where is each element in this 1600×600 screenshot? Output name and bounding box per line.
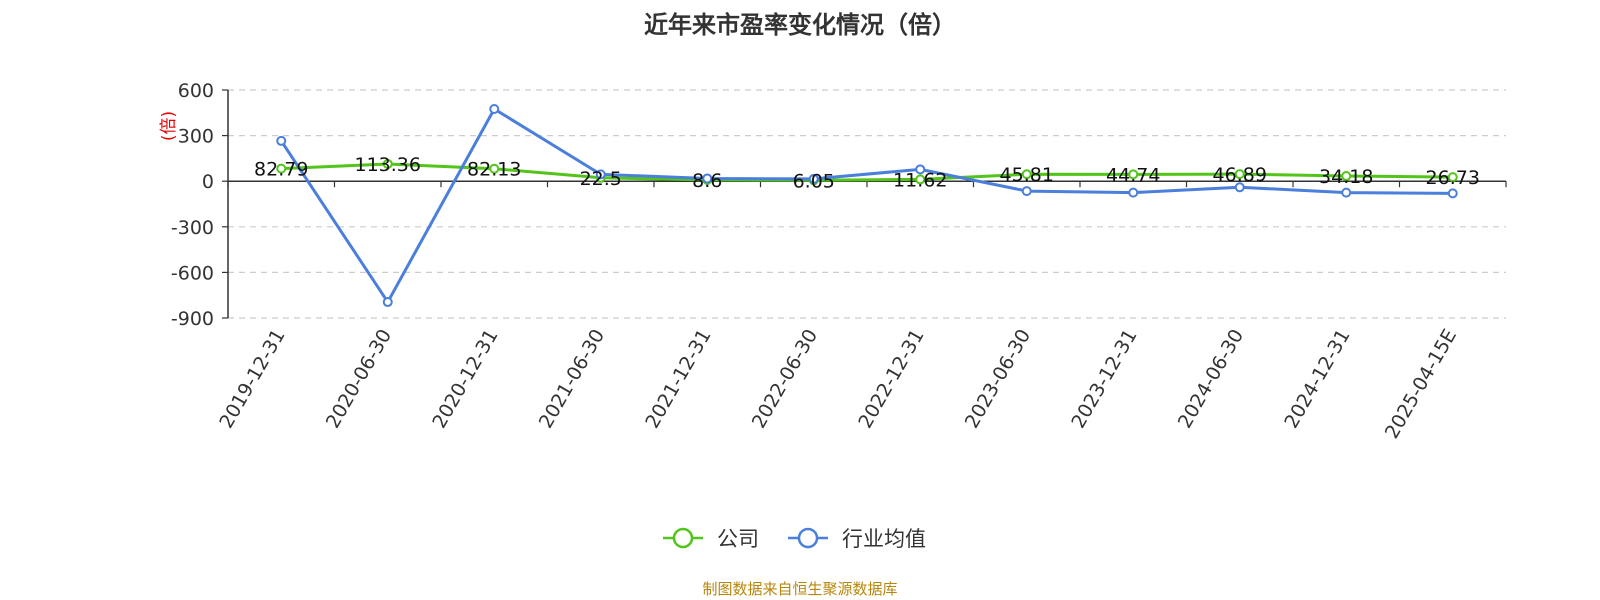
series-1-point <box>595 169 606 180</box>
series-0-point <box>489 163 500 174</box>
series-0-point <box>276 163 287 174</box>
series-1-point <box>1234 182 1245 193</box>
series-0-point <box>1447 172 1458 183</box>
y-tick-label: 300 <box>178 126 214 148</box>
series-1-point <box>808 173 819 184</box>
data-labels: 82.79 113.36 82.13 22.5 8.6 6.05 11.62 45.81 44.… <box>254 154 1480 192</box>
data-label: 11.62 <box>893 169 947 191</box>
series-lines <box>276 104 1458 308</box>
x-tick-label: 2019-12-31 <box>215 326 289 433</box>
data-label: 34.18 <box>1319 166 1373 188</box>
legend-item-company[interactable]: 公司 <box>663 527 759 551</box>
legend-label-industry: 行业均值 <box>842 527 926 551</box>
x-tick-label: 2020-06-30 <box>322 326 396 433</box>
series-0-point <box>382 158 393 169</box>
series-0-point <box>1234 169 1245 180</box>
data-label: 45.81 <box>1000 164 1054 186</box>
series-0-point <box>1021 169 1032 180</box>
data-label: 82.13 <box>467 159 521 181</box>
data-label: 46.89 <box>1213 164 1267 186</box>
source-note: 制图数据来自恒生聚源数据库 <box>702 580 897 598</box>
series-0-point <box>1341 171 1352 182</box>
data-label: 8.6 <box>692 170 722 192</box>
x-tick-label: 2021-06-30 <box>535 326 609 433</box>
legend-marker-industry <box>797 527 819 549</box>
legend-marker-company <box>672 527 694 549</box>
x-tick-label: 2020-12-31 <box>428 326 502 433</box>
series-line-1 <box>279 107 1455 304</box>
series-1-point <box>276 135 287 146</box>
y-tick-label: -600 <box>171 262 214 284</box>
x-tick-label: 2022-06-30 <box>748 326 822 433</box>
x-tick-label: 2023-06-30 <box>961 326 1035 433</box>
x-tick-label: 2022-12-31 <box>854 326 928 433</box>
series-1-point <box>1021 186 1032 197</box>
y-tick-label: -300 <box>171 217 214 239</box>
series-line-0 <box>279 162 1455 182</box>
series-0-point <box>915 174 926 185</box>
series-1-point <box>702 173 713 184</box>
chart-legend[interactable]: 公司 行业均值 <box>663 527 926 551</box>
series-0-point <box>1128 169 1139 180</box>
y-tick-label: 600 <box>178 80 214 102</box>
data-label: 26.73 <box>1426 167 1480 189</box>
y-tick-label: 0 <box>202 171 214 193</box>
grid-lines <box>228 89 1506 319</box>
data-label: 113.36 <box>355 154 421 176</box>
legend-item-industry[interactable]: 行业均值 <box>788 527 926 551</box>
y-axis-label: (倍) <box>159 111 179 141</box>
data-label: 22.5 <box>580 168 622 190</box>
data-label: 44.74 <box>1106 164 1160 186</box>
y-tick-label: -900 <box>171 308 214 330</box>
x-tick-label: 2025-04-15E <box>1381 326 1461 443</box>
series-1-point <box>1128 187 1139 198</box>
series-1-point <box>1447 188 1458 199</box>
x-tick-label: 2024-06-30 <box>1174 326 1248 433</box>
chart-title: 近年来市盈率变化情况（倍） <box>644 11 956 39</box>
series-1-point <box>382 297 393 308</box>
x-tick-label: 2021-12-31 <box>641 326 715 433</box>
x-tick-label: 2023-12-31 <box>1067 326 1141 433</box>
series-1-point <box>1341 187 1352 198</box>
series-1-point <box>489 104 500 114</box>
data-label: 82.79 <box>254 159 308 181</box>
legend-label-company: 公司 <box>717 527 759 551</box>
x-tick-label: 2024-12-31 <box>1280 326 1354 433</box>
series-1-point <box>915 164 926 175</box>
data-label: 6.05 <box>793 170 835 192</box>
